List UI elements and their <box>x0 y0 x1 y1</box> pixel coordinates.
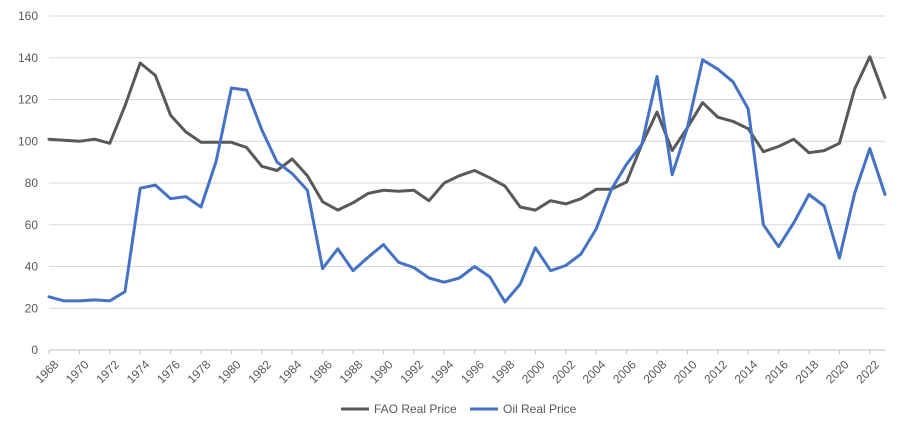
x-tick-label: 1988 <box>337 357 366 386</box>
x-tick-label: 1976 <box>154 357 183 386</box>
y-tick-label: 140 <box>18 51 38 65</box>
x-tick-label: 1972 <box>93 357 122 386</box>
x-tick-label: 2008 <box>641 357 670 386</box>
legend: FAO Real Price Oil Real Price <box>341 402 577 416</box>
y-tick-label: 20 <box>25 301 39 315</box>
series-oil-real-price <box>47 58 887 304</box>
x-tick-label: 1996 <box>458 357 487 386</box>
x-tick-label: 2020 <box>823 357 852 386</box>
x-tick-label: 2004 <box>580 357 609 386</box>
y-axis: 0 20 40 60 80 100 120 140 160 <box>18 9 38 357</box>
y-tick-label: 120 <box>18 93 38 107</box>
x-tick-label: 1992 <box>397 357 426 386</box>
x-tick-label: 1986 <box>306 357 335 386</box>
x-tick-label: 1984 <box>276 357 305 386</box>
y-tick-label: 0 <box>31 343 38 357</box>
x-tick-label: 1978 <box>185 357 214 386</box>
series-lines <box>47 55 887 304</box>
gridlines <box>49 15 885 351</box>
legend-item: FAO Real Price <box>341 402 457 416</box>
x-tick-label: 2000 <box>519 357 548 386</box>
series-line <box>47 55 887 212</box>
x-tick-label: 2010 <box>671 357 700 386</box>
x-tick-label: 1994 <box>428 357 457 386</box>
y-tick-label: 100 <box>18 134 38 148</box>
x-tick-label: 1990 <box>367 357 396 386</box>
x-tick-label: 2002 <box>549 357 578 386</box>
series-line <box>47 58 887 304</box>
x-tick-label: 2016 <box>762 357 791 386</box>
x-tick-label: 1982 <box>245 357 274 386</box>
x-tick-label: 2012 <box>701 357 730 386</box>
y-tick-label: 80 <box>25 176 39 190</box>
legend-label: Oil Real Price <box>503 402 577 416</box>
x-tick-label: 2014 <box>732 357 761 386</box>
series-fao-real-price <box>47 55 887 212</box>
x-tick-label: 1970 <box>63 357 92 386</box>
legend-label: FAO Real Price <box>374 402 457 416</box>
legend-item: Oil Real Price <box>470 402 577 416</box>
y-tick-label: 160 <box>18 9 38 23</box>
x-tick-label: 1998 <box>489 357 518 386</box>
y-tick-label: 60 <box>25 218 39 232</box>
y-tick-label: 40 <box>25 260 39 274</box>
x-tick-label: 2006 <box>610 357 639 386</box>
x-tick-label: 2018 <box>793 357 822 386</box>
x-tick-label: 1980 <box>215 357 244 386</box>
x-tick-label: 2022 <box>853 357 882 386</box>
x-tick-label: 1974 <box>124 357 153 386</box>
x-axis: 1968 1970 1972 1974 1976 1978 1980 1982 1984 1986… <box>33 350 882 386</box>
x-tick-label: 1968 <box>33 357 62 386</box>
